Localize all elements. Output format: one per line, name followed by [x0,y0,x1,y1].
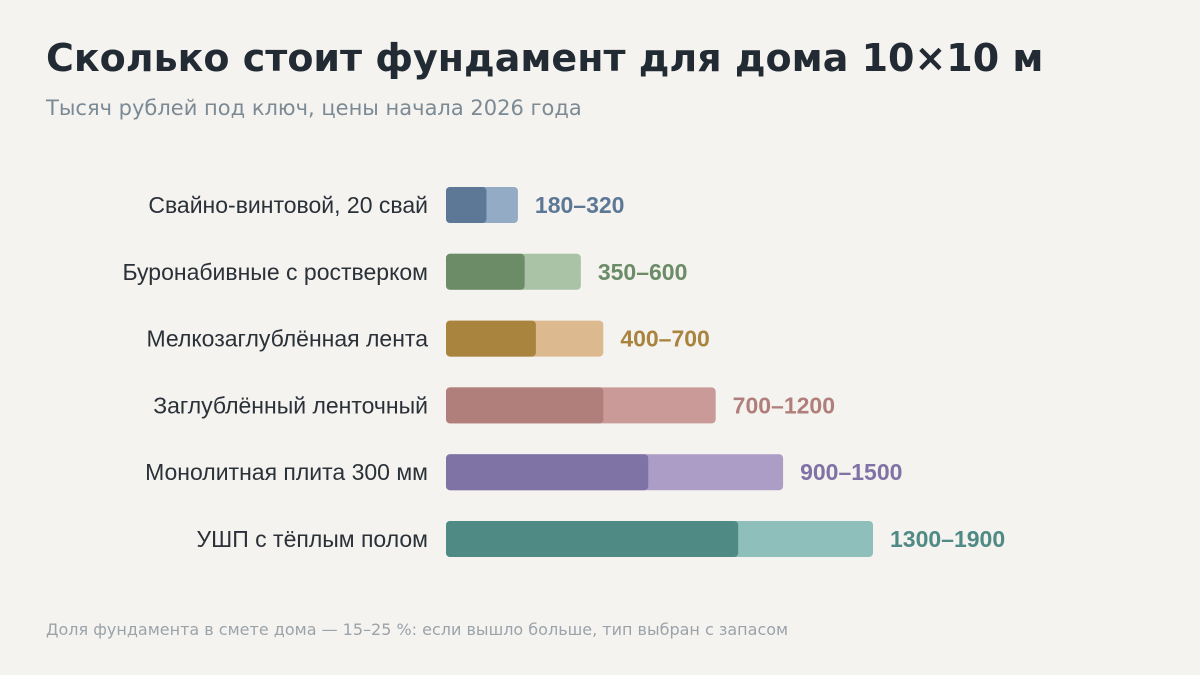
value-label: 1300–1900 [890,526,1005,552]
range-bar-chart: Свайно-винтовой, 20 свай 180–320 Буронабив… [122,187,1005,557]
chart-subtitle: Тысяч рублей под ключ, цены начала 2026 … [46,96,582,120]
chart-title: Сколько стоит фундамент для дома 10×10 м [46,36,1044,80]
bar-row: Свайно-винтовой, 20 свай 180–320 [148,187,624,223]
value-label: 700–1200 [733,392,835,418]
bar-min-segment [446,320,536,357]
bar-min-segment [446,521,739,557]
bar-row: Заглублённый ленточный 700–1200 [153,387,835,424]
category-label: Мелкозаглублённая лента [147,326,429,352]
bar-min-segment [446,454,649,491]
bar-row: УШП с тёплым полом 1300–1900 [197,521,1005,557]
category-label: Монолитная плита 300 мм [145,459,428,485]
bar-row: Мелкозаглублённая лента 400–700 [147,320,710,357]
value-label: 400–700 [620,326,710,352]
bar-row: Буронабивные с ростверком 350–600 [122,253,688,290]
chart-footnote: Доля фундамента в смете дома — 15–25 %: … [46,620,789,639]
category-label: УШП с тёплым полом [197,526,428,552]
bar-row: Монолитная плита 300 мм 900–1500 [145,454,902,491]
category-label: Буронабивные с ростверком [122,259,428,285]
category-label: Заглублённый ленточный [153,392,428,418]
value-label: 350–600 [598,259,688,285]
value-label: 900–1500 [800,459,902,485]
category-label: Свайно-винтовой, 20 свай [148,192,428,218]
bar-min-segment [446,187,487,223]
value-label: 180–320 [535,192,625,218]
bar-min-segment [446,387,604,424]
bar-min-segment [446,253,525,290]
